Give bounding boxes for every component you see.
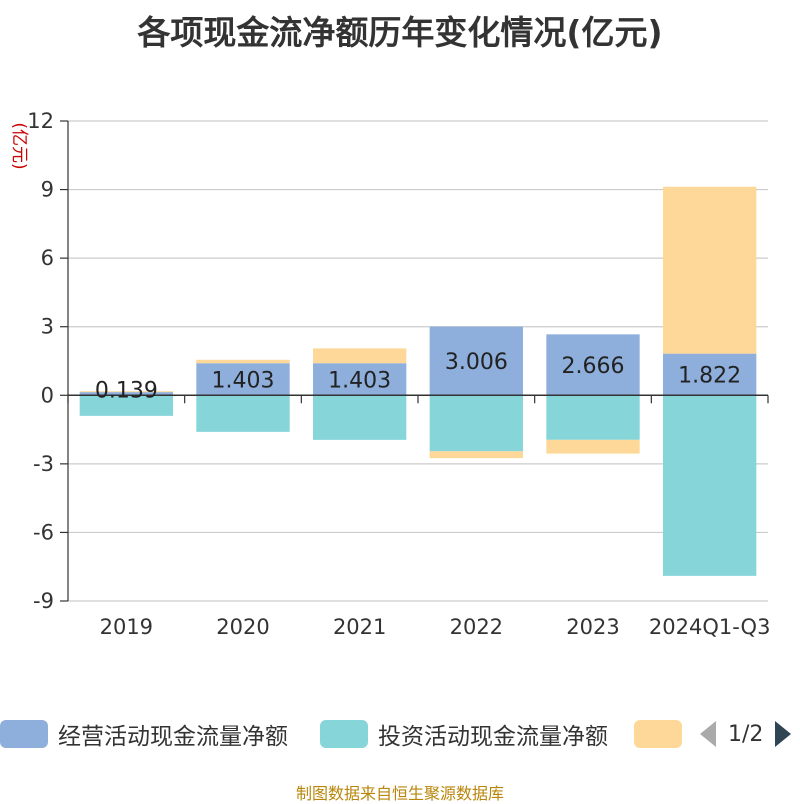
bar-series-1-2022 [429,326,523,396]
x-tick-label: 2019 [100,615,153,639]
legend-pager: 1/2 [700,716,792,752]
bar-series-2-2019 [79,395,173,416]
bar-series-1-2020 [196,363,290,396]
legend-item-investing[interactable]: 投资活动现金流量净额 [320,716,608,752]
bar-series-2-2023 [546,395,640,440]
bar-series-3-2019 [79,391,173,393]
legend-item-operating[interactable]: 经营活动现金流量净额 [0,716,288,752]
bar-series-3-2023 [546,439,640,454]
bar-series-2-2024Q1-Q3 [663,395,757,576]
cash-flow-chart: -9 -6 -3 0 3 6 9 12(亿元) 0.139 1.403 1.403 3.006 2.66… [9,109,771,639]
y-tick-label: 0 [41,383,54,407]
data-label: 1.403 [212,368,275,393]
data-label: 1.822 [678,363,741,388]
x-tick-label: 2021 [333,615,386,639]
x-tick-label: 2024Q1-Q3 [649,615,771,639]
y-tick-label: -3 [33,452,54,476]
data-source-note: 制图数据来自恒生聚源数据库 [295,784,504,803]
legend-page-indicator: 1/2 [728,721,764,747]
bar-series-1-2023 [546,334,640,396]
data-label: 3.006 [445,350,508,375]
y-tick-label: 9 [41,178,54,202]
chart-title: 各项现金流净额历年变化情况(亿元) [137,13,663,52]
bar-series-2-2020 [196,395,290,432]
legend-swatch-financing [634,720,682,748]
bar-series-2-2022 [429,395,523,452]
x-tick-label: 2022 [450,615,503,639]
legend-label-investing: 投资活动现金流量净额 [378,724,608,750]
legend-label-operating: 经营活动现金流量净额 [58,724,288,750]
legend: 经营活动现金流量净额 投资活动现金流量净额 1/2 [0,716,800,752]
bar-series-2-2021 [313,395,407,440]
data-label: 1.403 [328,368,391,393]
y-tick-label: 12 [27,109,54,133]
bar-series-1-2021 [313,363,407,396]
bar-series-1-2024Q1-Q3 [663,353,757,396]
legend-next-page-icon[interactable] [775,721,792,747]
bar-series-3-2024Q1-Q3 [663,186,757,354]
bar-series-3-2021 [313,348,407,364]
x-tick-label: 2020 [216,615,269,639]
x-tick-label: 2023 [566,615,619,639]
y-tick-label: -9 [33,589,54,613]
bar-series-3-2022 [429,451,523,459]
y-tick-label: -6 [33,520,54,544]
legend-swatch-investing [320,720,368,748]
legend-swatch-operating [0,720,48,748]
bar-series-1-2019 [79,392,173,396]
y-tick-label: 6 [41,246,54,270]
data-label: 2.666 [562,354,625,379]
data-label: 0.139 [95,378,158,403]
legend-prev-page-icon[interactable] [700,721,716,747]
bar-series-3-2020 [196,359,290,364]
legend-item-financing[interactable] [634,716,682,752]
y-axis-label: (亿元) [9,122,29,169]
y-tick-label: 3 [41,315,54,339]
